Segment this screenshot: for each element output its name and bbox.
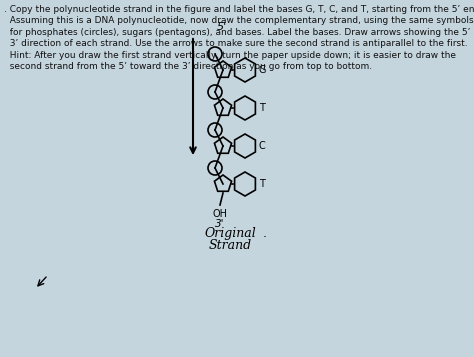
Text: T: T [259,179,265,189]
Text: . Copy the polynucleotide strand in the figure and label the bases G, T, C, and : . Copy the polynucleotide strand in the … [4,5,474,71]
Text: Strand: Strand [209,239,252,252]
Text: G: G [259,65,266,75]
Text: 5': 5' [217,22,227,32]
Text: .: . [263,227,267,240]
Text: C: C [259,141,266,151]
Text: Original: Original [204,227,256,240]
Text: OH: OH [212,209,228,219]
Text: T: T [259,103,265,113]
Text: 3': 3' [215,219,225,229]
